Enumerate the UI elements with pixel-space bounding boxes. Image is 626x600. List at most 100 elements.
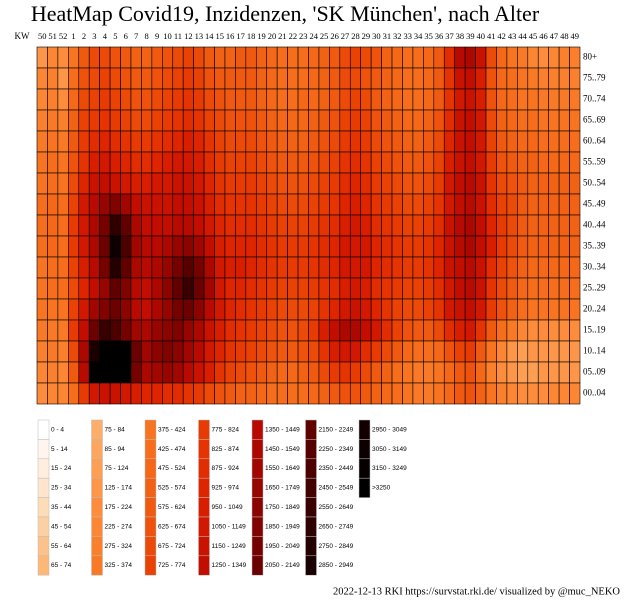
heat-cell xyxy=(235,46,247,69)
heat-cell xyxy=(475,319,487,342)
heat-cell xyxy=(245,361,257,384)
heat-cell xyxy=(558,193,570,216)
heat-cell xyxy=(255,172,268,195)
heat-cell xyxy=(360,361,372,384)
heat-cell xyxy=(120,130,132,153)
heat-cell xyxy=(370,256,382,279)
heat-cell xyxy=(318,130,330,153)
legend-swatch xyxy=(358,439,371,460)
heat-cell xyxy=(443,277,455,300)
heat-cell xyxy=(36,382,48,405)
heat-cell xyxy=(308,382,320,405)
heat-cell xyxy=(266,130,278,153)
legend-label: 3150 - 3249 xyxy=(372,465,407,472)
heat-cell xyxy=(443,67,455,90)
heat-cell xyxy=(172,277,184,300)
heat-cell xyxy=(485,235,497,258)
heat-cell xyxy=(485,46,497,69)
heat-cell xyxy=(423,193,435,216)
heat-cell xyxy=(255,67,268,90)
heat-cell xyxy=(318,214,330,237)
heat-cell xyxy=(224,361,236,384)
heat-cell xyxy=(475,88,487,111)
heat-cell xyxy=(485,193,497,216)
heat-cell xyxy=(193,340,205,363)
heat-cell xyxy=(120,172,132,195)
heat-cell xyxy=(193,298,205,321)
legend-label: 625 - 674 xyxy=(158,523,186,530)
heat-cell xyxy=(287,340,299,363)
heat-cell xyxy=(339,298,351,321)
heat-cell xyxy=(433,298,445,321)
heat-cell xyxy=(78,382,90,405)
heat-cell xyxy=(255,130,268,153)
heat-cell xyxy=(235,235,247,258)
heat-cell xyxy=(287,235,299,258)
heat-cell xyxy=(433,151,445,174)
heat-cell xyxy=(329,256,341,279)
heat-cell xyxy=(266,46,278,69)
heat-cell xyxy=(329,67,341,90)
heat-cell xyxy=(266,214,278,237)
heat-cell xyxy=(349,298,362,321)
heat-cell xyxy=(224,67,236,90)
heat-cell xyxy=(329,193,341,216)
heat-cell xyxy=(443,109,455,132)
heat-cell xyxy=(402,67,414,90)
heat-cell xyxy=(235,151,247,174)
heat-cell xyxy=(548,151,560,174)
heat-cell xyxy=(255,46,268,69)
heat-cell xyxy=(464,193,476,216)
heat-cell xyxy=(329,235,341,258)
heat-cell xyxy=(443,214,455,237)
heat-cell xyxy=(569,277,581,300)
heat-cell xyxy=(433,130,445,153)
legend-swatch xyxy=(251,497,264,518)
heat-cell xyxy=(329,319,341,342)
heat-cell xyxy=(245,46,257,69)
heat-cell xyxy=(454,277,466,300)
heat-cell xyxy=(537,277,549,300)
heat-cell xyxy=(496,319,508,342)
heat-cell xyxy=(517,88,529,111)
legend-swatch xyxy=(358,477,371,498)
y-tick-label: 05..09 xyxy=(583,367,606,377)
heat-cell xyxy=(423,340,435,363)
x-tick-label: 39 xyxy=(466,31,475,41)
heat-cell xyxy=(141,67,153,90)
heat-cell xyxy=(391,235,403,258)
heat-cell xyxy=(162,256,174,279)
legend-swatch xyxy=(37,477,50,498)
legend-label: 475 - 524 xyxy=(158,465,186,472)
heat-cell xyxy=(443,382,455,405)
heat-cell xyxy=(235,382,247,405)
heat-cell xyxy=(339,193,351,216)
heat-cell xyxy=(266,277,278,300)
heat-cell xyxy=(88,109,100,132)
heat-cell xyxy=(329,298,341,321)
heat-cell xyxy=(349,319,362,342)
heat-cell xyxy=(109,172,121,195)
heat-cell xyxy=(370,214,382,237)
heat-cell xyxy=(308,67,320,90)
heat-cell xyxy=(276,214,288,237)
heat-cell xyxy=(517,172,529,195)
legend-label: 1550 - 1649 xyxy=(265,465,300,472)
heat-cell xyxy=(569,172,581,195)
heat-cell xyxy=(47,67,59,90)
heat-cell xyxy=(162,361,174,384)
x-tick-label: 35 xyxy=(424,31,433,41)
heat-cell xyxy=(99,361,111,384)
heat-cell xyxy=(162,235,174,258)
heat-cell xyxy=(475,277,487,300)
heat-cell xyxy=(496,235,508,258)
heat-cell xyxy=(162,340,174,363)
heat-cell xyxy=(235,256,247,279)
heat-cell xyxy=(339,214,351,237)
heat-cell xyxy=(224,298,236,321)
heat-cell xyxy=(517,298,529,321)
heat-cell xyxy=(287,277,299,300)
legend-label: 725 - 774 xyxy=(158,562,186,569)
heat-cell xyxy=(36,214,48,237)
x-tick-label: 1 xyxy=(71,31,75,41)
